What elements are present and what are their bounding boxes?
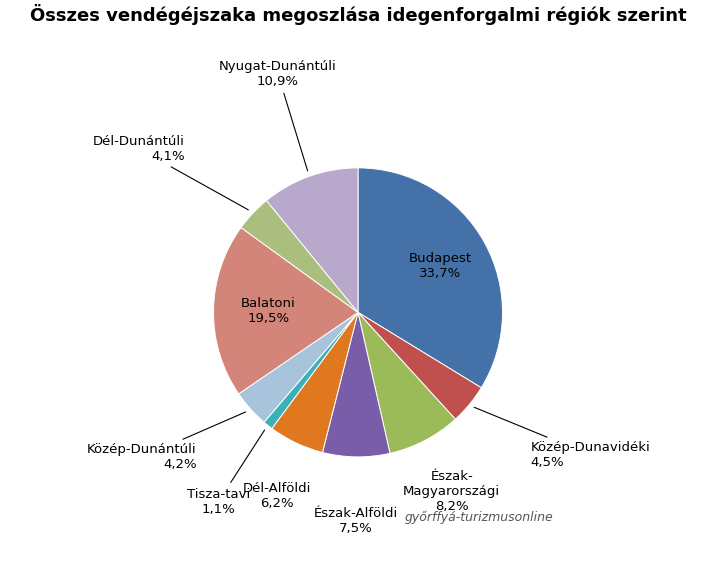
Text: Budapest
33,7%: Budapest 33,7% — [408, 253, 472, 280]
Text: Tisza-tavi
1,1%: Tisza-tavi 1,1% — [187, 430, 265, 515]
Wedge shape — [272, 312, 358, 453]
Wedge shape — [358, 312, 455, 453]
Text: Észak-Alföldi
7,5%: Észak-Alföldi 7,5% — [314, 507, 397, 536]
Text: Dél-Dunántúli
4,1%: Dél-Dunántúli 4,1% — [92, 135, 248, 210]
Text: Balatoni
19,5%: Balatoni 19,5% — [241, 297, 296, 325]
Text: győrffyá-turizmusonline: győrffyá-turizmusonline — [405, 511, 553, 524]
Text: Közép-Dunavidéki
4,5%: Közép-Dunavidéki 4,5% — [474, 407, 650, 469]
Text: Dél-Alföldi
6,2%: Dél-Alföldi 6,2% — [243, 482, 311, 510]
Title: Összes vendégéjszaka megoszlása idegenforgalmi régiók szerint: Összes vendégéjszaka megoszlása idegenfo… — [29, 3, 687, 24]
Wedge shape — [358, 312, 481, 419]
Wedge shape — [322, 312, 390, 457]
Text: Észak-
Magyarországi
8,2%: Észak- Magyarországi 8,2% — [403, 470, 500, 513]
Wedge shape — [213, 228, 358, 394]
Wedge shape — [264, 312, 358, 428]
Wedge shape — [238, 312, 358, 422]
Wedge shape — [358, 168, 503, 388]
Text: Közép-Dunántúli
4,2%: Közép-Dunántúli 4,2% — [87, 412, 246, 471]
Wedge shape — [241, 201, 358, 312]
Wedge shape — [266, 168, 358, 312]
Text: Nyugat-Dunántúli
10,9%: Nyugat-Dunántúli 10,9% — [219, 60, 337, 171]
